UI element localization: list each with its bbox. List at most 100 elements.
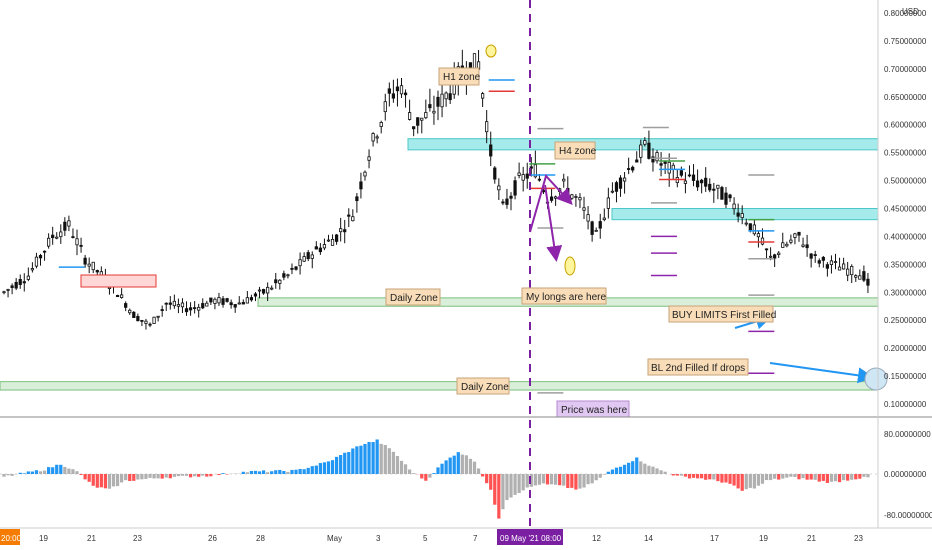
oscillator-bar bbox=[521, 474, 525, 491]
oscillator-bar bbox=[205, 474, 209, 477]
oscillator-bar bbox=[768, 474, 773, 481]
oscillator-bar bbox=[330, 460, 335, 474]
candle bbox=[164, 302, 168, 312]
oscillator-bar bbox=[75, 471, 79, 474]
oscillator-bar bbox=[120, 474, 124, 483]
oscillator-bar bbox=[420, 474, 424, 479]
oscillator-bar bbox=[545, 474, 550, 485]
oscillator-bar bbox=[631, 461, 635, 474]
oscillator-bar bbox=[79, 474, 83, 475]
candle bbox=[42, 250, 47, 261]
oscillator-bar bbox=[716, 474, 720, 482]
price-zone bbox=[407, 138, 879, 151]
candle bbox=[334, 233, 339, 245]
oscillator-bar bbox=[687, 474, 692, 479]
oscillator-bar bbox=[695, 474, 700, 479]
candle bbox=[424, 99, 428, 120]
oscillator-bar bbox=[659, 470, 663, 474]
candle bbox=[493, 166, 497, 184]
price-tick-label: 0.10000000 bbox=[884, 400, 927, 409]
price-axis[interactable]: USD 0.80000000 0.75000000 0.70000000 0.6500… bbox=[877, 0, 932, 528]
arrows bbox=[485, 44, 888, 391]
time-tick-label: 14 bbox=[644, 534, 653, 543]
candle bbox=[383, 93, 387, 121]
oscillator-bar bbox=[720, 474, 724, 483]
candle bbox=[407, 99, 412, 121]
oscillator-bar bbox=[756, 474, 761, 486]
time-tick-label: 28 bbox=[256, 534, 265, 543]
candle bbox=[132, 311, 136, 318]
oscillator-bar bbox=[59, 464, 63, 474]
cursor-time-badge bbox=[497, 529, 563, 545]
candle bbox=[298, 252, 302, 275]
candle bbox=[529, 157, 533, 177]
oscillator-bar bbox=[533, 474, 537, 486]
candle bbox=[266, 282, 270, 302]
oscillator-bar bbox=[347, 452, 351, 474]
candle bbox=[813, 250, 817, 263]
oscillator-bar bbox=[452, 455, 456, 474]
candle bbox=[505, 188, 509, 209]
oscillator-bar bbox=[679, 474, 683, 476]
oscillator-bar bbox=[570, 474, 574, 488]
oscillator-bar bbox=[253, 470, 258, 474]
oscillator-bar bbox=[168, 474, 172, 479]
oscillator-bar bbox=[525, 474, 529, 488]
price-tick-label: 0.15000000 bbox=[884, 372, 927, 381]
oscillator-bar bbox=[736, 474, 740, 489]
candle bbox=[582, 196, 586, 220]
candle bbox=[858, 269, 862, 280]
candle bbox=[387, 82, 391, 107]
candle bbox=[18, 274, 22, 289]
candle bbox=[700, 178, 704, 194]
oscillator-bar bbox=[399, 460, 404, 474]
label-bl-second: BL 2nd Filled If drops bbox=[651, 363, 745, 374]
oscillator-bar bbox=[164, 474, 168, 478]
oscillator-bar bbox=[850, 474, 854, 480]
oscillator-bar bbox=[184, 474, 189, 476]
candle bbox=[708, 178, 712, 193]
oscillator-bar bbox=[663, 471, 667, 474]
oscillator-bar bbox=[136, 474, 140, 480]
oscillator-bar bbox=[566, 474, 570, 489]
time-axis[interactable]: 19 21 23 26 28 May 3 5 7 12 14 17 19 21 23 20:00 09 Ma… bbox=[0, 527, 932, 550]
price-tick-label: 0.65000000 bbox=[884, 93, 927, 102]
candle bbox=[797, 231, 801, 242]
candle bbox=[87, 257, 91, 274]
candle bbox=[201, 298, 205, 310]
oscillator-bar bbox=[712, 474, 716, 480]
candle bbox=[38, 253, 43, 266]
candle bbox=[850, 264, 854, 284]
candle bbox=[261, 288, 266, 295]
candle bbox=[744, 218, 748, 227]
oscillator-bar bbox=[517, 474, 521, 494]
candle bbox=[801, 237, 805, 248]
candle bbox=[310, 251, 314, 269]
candle bbox=[314, 241, 318, 250]
oscillator-bar bbox=[95, 474, 99, 488]
candle bbox=[403, 89, 408, 108]
candle bbox=[237, 296, 241, 305]
oscillator-bar bbox=[590, 474, 594, 484]
oscillator-bar bbox=[627, 462, 631, 474]
oscillator-bar bbox=[594, 474, 598, 481]
candle bbox=[440, 84, 444, 118]
oscillator-bar bbox=[367, 441, 371, 474]
oscillator-bar bbox=[371, 442, 375, 474]
oscillator-bar bbox=[403, 464, 408, 474]
oscillator-bar bbox=[359, 445, 363, 474]
oscillator-bar bbox=[132, 474, 136, 481]
candle bbox=[679, 166, 683, 178]
oscillator-bar bbox=[148, 474, 152, 478]
candle bbox=[115, 294, 120, 298]
oscillator-bar bbox=[841, 474, 846, 481]
oscillator-bar bbox=[424, 474, 428, 481]
candle bbox=[773, 253, 777, 267]
oscillator-bar bbox=[809, 474, 813, 480]
oscillator-bar bbox=[497, 474, 501, 519]
oscillator-bar bbox=[817, 474, 821, 482]
blue-arrow-bl-second bbox=[769, 362, 874, 384]
label-daily-zone-lower: Daily Zone bbox=[461, 382, 509, 393]
oscillator-bar bbox=[407, 469, 412, 474]
